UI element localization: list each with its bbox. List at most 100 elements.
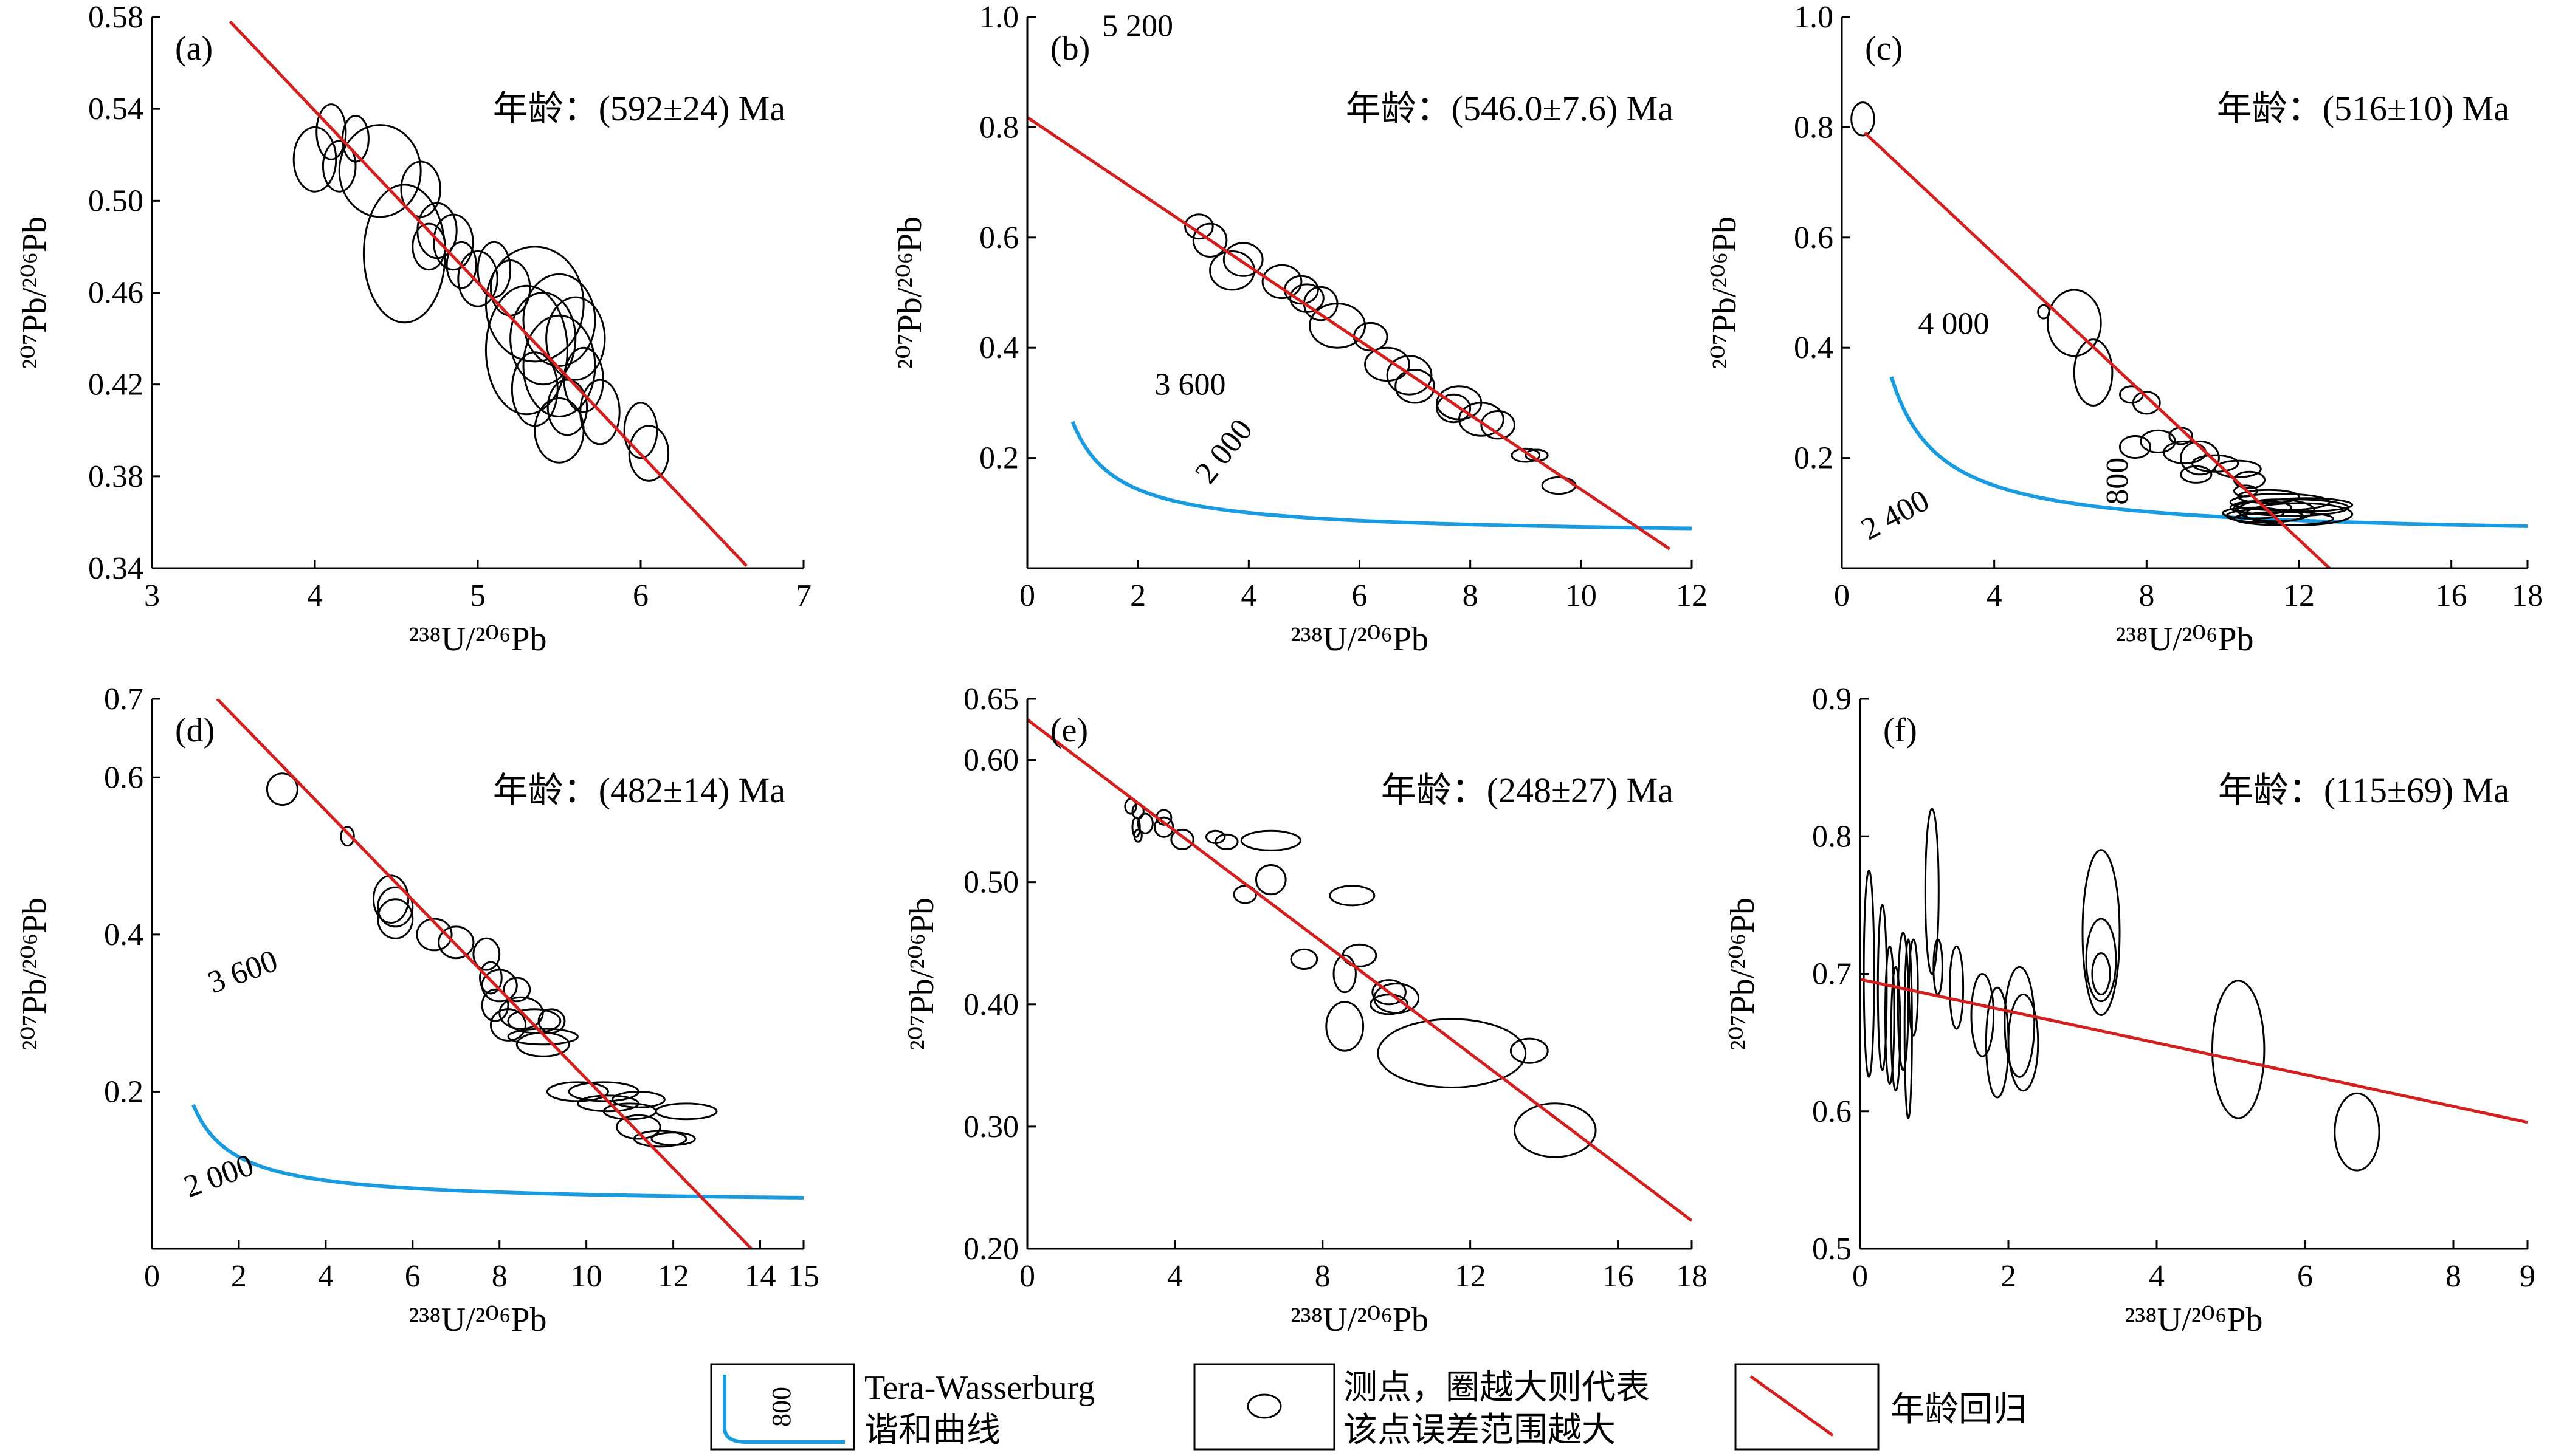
y-axis-label: ²⁰⁷Pb/²⁰⁶Pb (1724, 898, 1762, 1050)
panel-b: 5 200 3 600 2 000 0 2 4 6 8 10 12 0.2 0.4 0.6 0.8 1.0 ²… (891, 0, 1707, 658)
data-point-ellipse (2191, 454, 2239, 473)
y-tick-label: 0.8 (1812, 819, 1852, 854)
plot-area (191, 699, 804, 1249)
x-tick-label: 16 (2436, 579, 2467, 613)
regression-line (216, 699, 753, 1249)
legend-point-ellipse-icon (1247, 1393, 1282, 1419)
panel-letter: (f) (1883, 712, 1917, 749)
x-tick-label: 16 (1602, 1259, 1634, 1294)
panel-f: 0 2 4 6 8 9 0.5 0.6 0.7 0.8 0.9 ²³⁸U/²⁰⁶Pb ²⁰⁷Pb/²⁰⁶… (1724, 682, 2535, 1339)
legend-points-box (1193, 1363, 1335, 1451)
data-point-ellipse (266, 772, 298, 806)
legend-concordia-box (710, 1363, 855, 1451)
legend-points-line2: 该点误差范围越大 (1343, 1412, 1616, 1449)
data-point-ellipse (2085, 918, 2117, 1003)
data-point-ellipse (2081, 849, 2121, 1016)
x-tick-label: 0 (1019, 1259, 1035, 1294)
y-axis-label: ²⁰⁷Pb/²⁰⁶Pb (16, 898, 53, 1050)
regression-line (1860, 978, 2528, 1124)
x-tick-label: 0 (144, 1259, 160, 1294)
data-point-ellipse (1436, 393, 1472, 424)
y-axis-label: ²⁰⁷Pb/²⁰⁶Pb (903, 898, 941, 1050)
concordia-age-label: 5 200 (1102, 9, 1173, 44)
y-tick-label: 0.40 (963, 987, 1019, 1022)
y-tick-label: 0.4 (1794, 331, 1833, 365)
data-point-ellipse (1325, 1001, 1365, 1052)
x-tick-label: 10 (571, 1259, 602, 1294)
y-axis-label: ²⁰⁷Pb/²⁰⁶Pb (891, 216, 929, 369)
regression-line (1027, 718, 1692, 1222)
data-point-ellipse (2180, 465, 2213, 484)
concordia-age-label: 2 400 (1856, 483, 1935, 547)
x-tick-label: 3 (144, 579, 160, 613)
y-tick-label: 0.4 (979, 331, 1019, 365)
data-point-ellipse (1890, 966, 1901, 1092)
panel-letter: (b) (1050, 30, 1090, 67)
x-tick-label: 18 (2512, 579, 2543, 613)
x-axis-label: ²³⁸U/²⁰⁶Pb (1291, 1301, 1428, 1339)
panel-letter: (a) (175, 30, 213, 67)
data-point-ellipse (546, 1081, 609, 1102)
data-point-ellipse (2244, 502, 2354, 526)
x-tick-label: 14 (745, 1259, 776, 1294)
data-point-ellipse (633, 1130, 687, 1148)
data-point-ellipse (1386, 355, 1433, 396)
data-point-ellipse (2004, 966, 2036, 1078)
concordia-age-label: 2 000 (1188, 413, 1259, 490)
data-point-ellipse (292, 126, 337, 193)
data-point-ellipse (1261, 264, 1303, 300)
data-point-ellipse (1480, 410, 1515, 440)
x-tick-label: 0 (1852, 1259, 1868, 1294)
y-tick-label: 0.4 (104, 918, 143, 952)
y-tick-label: 0.6 (104, 760, 143, 795)
data-point-ellipse (616, 1114, 661, 1140)
data-point-ellipse (1154, 816, 1174, 838)
data-point-ellipse (377, 886, 414, 928)
x-tick-label: 4 (2149, 1259, 2165, 1294)
panel-c: 4 000 2 400 800 0 4 8 12 16 18 0.2 0.4 0.6 0.8 1.0 ²³⁸… (1706, 0, 2543, 658)
x-tick-label: 12 (2283, 579, 2315, 613)
data-point-ellipse (1949, 945, 1965, 1030)
y-tick-label: 0.2 (1794, 441, 1833, 476)
legend-regression-box (1734, 1363, 1880, 1451)
data-point-ellipse (1290, 948, 1318, 970)
x-tick-label: 6 (1352, 579, 1368, 613)
data-point-ellipse (650, 1131, 696, 1146)
data-point-ellipse (446, 241, 477, 289)
concordia-age-label: 3 600 (1154, 367, 1225, 402)
x-axis-label: ²³⁸U/²⁰⁶Pb (408, 620, 546, 658)
x-tick-label: 8 (1463, 579, 1478, 613)
y-tick-label: 0.54 (88, 92, 143, 126)
y-tick-label: 0.7 (1812, 957, 1852, 992)
y-tick-label: 0.7 (104, 682, 143, 716)
x-tick-label: 2 (1130, 579, 1146, 613)
age-annotation: 年龄：(115±69) Ma (2218, 771, 2509, 810)
panel-letter: (e) (1050, 712, 1088, 749)
data-point-ellipse (546, 379, 588, 436)
regression-line (229, 20, 748, 567)
data-point-ellipse (472, 937, 501, 971)
concordia-curve (191, 1104, 804, 1200)
data-point-ellipse (507, 1028, 579, 1046)
x-tick-label: 6 (2297, 1259, 2313, 1294)
concordia-curve (1889, 376, 2528, 528)
y-axis-label: ²⁰⁷Pb/²⁰⁶Pb (1706, 216, 1743, 369)
data-point-ellipse (522, 273, 596, 367)
plot-area (1027, 718, 1692, 1222)
data-point-ellipse (1215, 833, 1239, 850)
data-point-ellipse (1209, 250, 1255, 291)
x-tick-label: 4 (1167, 1259, 1183, 1294)
y-tick-label: 0.38 (88, 459, 143, 494)
panel-letter: (c) (1865, 30, 1903, 67)
data-point-ellipse (1170, 828, 1194, 850)
x-tick-label: 5 (470, 579, 486, 613)
data-point-ellipse (2140, 429, 2176, 454)
legend-points-line1: 测点，圈越大则代表 (1343, 1369, 1650, 1407)
x-tick-label: 18 (1676, 1259, 1707, 1294)
data-point-ellipse (2180, 440, 2220, 476)
data-point-ellipse (1850, 101, 1875, 137)
concordia-curve (1070, 421, 1692, 531)
x-tick-label: 12 (658, 1259, 689, 1294)
data-point-ellipse (1970, 973, 1995, 1057)
x-tick-label: 6 (405, 1259, 421, 1294)
